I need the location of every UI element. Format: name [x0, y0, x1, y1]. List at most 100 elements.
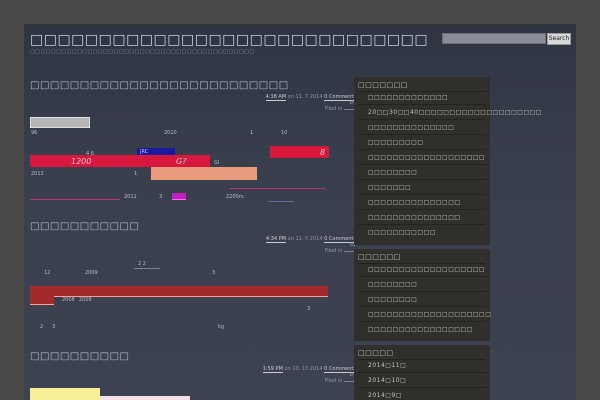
gray-rule: [134, 268, 160, 269]
post-text: 3: [159, 194, 163, 200]
sidebar-link[interactable]: □□□□□□□□□: [368, 139, 424, 146]
author-label: By: [349, 372, 356, 378]
post-text: 2012: [31, 171, 44, 177]
post-text: 2008: [62, 297, 75, 303]
post-title[interactable]: □□□□□□□□□□: [30, 351, 130, 362]
divider: [358, 372, 486, 373]
post-text: 96: [31, 130, 38, 136]
post-text: 8: [320, 148, 326, 157]
sidebar-link[interactable]: 20□□30□□40□□□□□□□□□□□□□□□□□□□□: [368, 109, 542, 116]
sidebar-link[interactable]: □□□□□□□□□□□□□□□: [368, 199, 461, 206]
post-date: on 10. 13 2014: [284, 366, 323, 372]
search-button[interactable]: Search: [547, 33, 571, 45]
navy-bar: [137, 148, 175, 156]
divider: [358, 387, 486, 388]
gray-bar: [30, 117, 90, 128]
post-text: 2009: [85, 270, 98, 276]
post-time[interactable]: 4:34 PM: [265, 236, 287, 243]
search-input[interactable]: [442, 33, 546, 44]
salmon-bar: [151, 167, 257, 180]
post-time[interactable]: 4:38 AM: [265, 94, 287, 101]
divider: [358, 194, 486, 195]
sidebar-widget: □□□□□ 2014□11□ 2014□10□ 2014□9□: [354, 345, 490, 400]
filed-in-label: Filed in: [324, 106, 343, 112]
comments-link[interactable]: 0 Comments: [324, 236, 356, 243]
divider: [358, 134, 486, 135]
sidebar-link[interactable]: □□□□□□□□: [368, 296, 418, 303]
post-date: on 11. 7 2014: [287, 94, 323, 100]
divider: [358, 321, 486, 322]
post-text: 1: [250, 130, 254, 136]
post-text: JRC: [140, 149, 149, 155]
post-time[interactable]: 1:59 PM: [262, 366, 283, 373]
post-text: 2010: [164, 130, 177, 136]
post-text: G?: [176, 157, 187, 166]
red-bar: [270, 146, 329, 158]
archive-link[interactable]: 2014□9□: [368, 392, 402, 399]
sidebar-link[interactable]: □□□□□□□□: [368, 169, 418, 176]
widget-title: □□□□□□□: [358, 81, 408, 89]
sidebar-link[interactable]: □□□□□□□□□□□□□□□: [368, 214, 461, 221]
sidebar-widget: □□□□□□ □□□□□□□□□□□□□□□□□□□ □□□□□□□□ □□□□…: [354, 249, 492, 341]
widget-title: □□□□□: [358, 349, 394, 357]
sidebar-link[interactable]: □□□□□□□□□□□□□: [368, 94, 449, 101]
site-title[interactable]: □□□□□□□□□□□□□□□□□□□□□□□□□□□□□: [30, 32, 429, 48]
sidebar-link[interactable]: □□□□□□□□□□□□□□□□□□□: [368, 154, 486, 161]
archive-link[interactable]: 2014□10□: [368, 377, 407, 384]
page-container: □□□□□□□□□□□□□□□□□□□□□□□□□□□□□ □□□□□□□□□□…: [24, 24, 576, 400]
divider: [358, 359, 486, 360]
divider: [358, 276, 486, 277]
post-text: 3: [52, 324, 56, 330]
archive-link[interactable]: 2014□11□: [368, 362, 407, 369]
pink-rule: [229, 188, 325, 189]
widget-title: □□□□□□: [358, 253, 401, 261]
post-text: 2011: [124, 194, 137, 200]
post-title[interactable]: □□□□□□□□□□□: [30, 221, 140, 232]
sidebar-link[interactable]: □□□□□□□□□□□: [368, 229, 436, 236]
sidebar-link[interactable]: □□□□□□□□: [368, 281, 418, 288]
post-meta: 4:34 PM on 11. 5 2014 0 Comments By File…: [265, 236, 356, 254]
magenta-bar: [172, 193, 186, 200]
comments-link[interactable]: 0 Comments: [324, 366, 356, 373]
post-date: on 11. 5 2014: [287, 236, 323, 242]
author-label: By: [349, 242, 356, 248]
divider: [358, 291, 486, 292]
sidebar-link[interactable]: □□□□□□□□□□□□□□□□□□□□: [368, 311, 492, 318]
sidebar-link[interactable]: □□□□□□□: [368, 184, 412, 191]
sidebar-link[interactable]: □□□□□□□□□□□□□□: [368, 124, 455, 131]
post-text: 1: [134, 171, 138, 177]
post-text: 2 2: [138, 261, 146, 267]
category-link[interactable]: [344, 109, 356, 110]
red-bar: [30, 155, 210, 167]
post-text: 2: [40, 324, 44, 330]
post-text: 2009: [79, 297, 92, 303]
post-text: GI: [214, 160, 220, 166]
comments-link[interactable]: 0 Comments: [324, 94, 356, 101]
divider: [358, 149, 486, 150]
sidebar-link[interactable]: □□□□□□□□□□□□□□□□□: [368, 326, 473, 333]
author-label: By: [349, 100, 356, 106]
divider: [358, 179, 486, 180]
post-meta: 4:38 AM on 11. 7 2014 0 Comments By File…: [265, 94, 356, 112]
divider: [358, 119, 486, 120]
post-text: 4 6: [86, 151, 94, 157]
dark-red-bar: [30, 286, 328, 297]
post-text: kg: [218, 324, 225, 330]
post-text: 1200: [71, 157, 92, 166]
filed-in-label: Filed in: [324, 378, 343, 384]
pink-bar: [100, 396, 190, 400]
category-link[interactable]: [344, 251, 356, 252]
post-text: 3: [212, 270, 216, 276]
yellow-bar: [30, 388, 100, 400]
divider: [358, 263, 486, 264]
post-title[interactable]: □□□□□□□□□□□□□□□□□□□□□□□□□□: [30, 80, 289, 91]
category-link[interactable]: [344, 381, 356, 382]
pink-rule: [30, 199, 120, 200]
post-text: 3: [307, 306, 311, 312]
divider: [358, 209, 486, 210]
site-description: □□□□□□□□□□□□□□□□□□□□□□□□□□□□□□□□□□□□□□□□…: [30, 49, 255, 55]
divider: [358, 306, 486, 307]
sidebar-link[interactable]: □□□□□□□□□□□□□□□□□□□: [368, 266, 486, 273]
filed-in-label: Filed in: [324, 248, 343, 254]
dark-red-bar: [30, 296, 54, 305]
